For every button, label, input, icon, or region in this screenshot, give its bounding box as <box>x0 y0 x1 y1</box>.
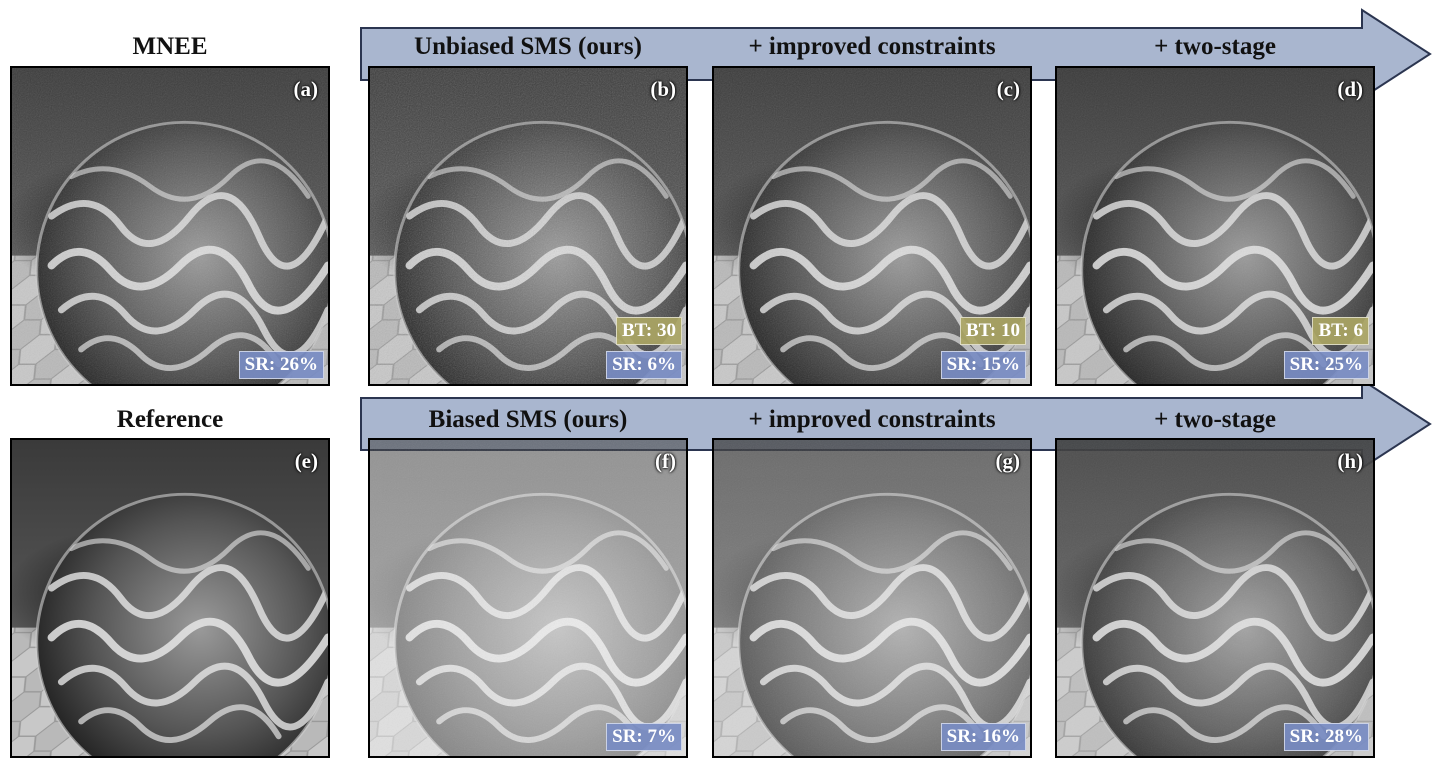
success-rate-badge: SR: 6% <box>606 351 682 379</box>
render-image <box>714 440 1030 756</box>
bt-badge: BT: 6 <box>1312 317 1369 345</box>
panel-b: (b) BT: 30 SR: 6% <box>368 66 688 386</box>
label-two-stage-top: + two-stage <box>1154 33 1276 60</box>
label-mnee: MNEE <box>132 33 208 60</box>
label-two-stage-bottom: + two-stage <box>1154 406 1276 433</box>
label-biased-sms: Biased SMS (ours) <box>428 406 628 433</box>
panel-d: (d) BT: 6 SR: 25% <box>1055 66 1375 386</box>
success-rate-badge: SR: 16% <box>940 723 1026 751</box>
panel-tag: (c) <box>996 77 1020 101</box>
panel-tag: (g) <box>995 449 1021 473</box>
panel-f: (f) SR: 7% <box>368 438 688 758</box>
panel-e: (e) <box>10 438 330 758</box>
label-reference: Reference <box>116 406 224 433</box>
render-image <box>12 440 328 756</box>
panel-tag: (d) <box>1337 77 1363 101</box>
panel-h: (h) SR: 28% <box>1055 438 1375 758</box>
render-image <box>12 68 328 384</box>
bt-badge: BT: 10 <box>959 317 1026 345</box>
panel-tag: (a) <box>293 77 319 101</box>
label-improved-constraints-bottom: + improved constraints <box>748 406 996 433</box>
panel-g: (g) SR: 16% <box>712 438 1032 758</box>
panel-tag: (f) <box>655 449 676 473</box>
success-rate-badge: SR: 25% <box>1283 351 1369 379</box>
panel-tag: (e) <box>294 449 318 473</box>
label-unbiased-sms: Unbiased SMS (ours) <box>414 33 642 60</box>
panel-tag: (b) <box>650 77 676 101</box>
success-rate-badge: SR: 26% <box>238 351 324 379</box>
render-image <box>1057 440 1373 756</box>
panel-c: (c) BT: 10 SR: 15% <box>712 66 1032 386</box>
panel-tag: (h) <box>1337 449 1363 473</box>
bt-badge: BT: 30 <box>615 317 682 345</box>
label-improved-constraints-top: + improved constraints <box>748 33 996 60</box>
success-rate-badge: SR: 15% <box>940 351 1026 379</box>
success-rate-badge: SR: 28% <box>1283 723 1369 751</box>
render-image <box>370 440 686 756</box>
success-rate-badge: SR: 7% <box>606 723 682 751</box>
panel-a: (a) SR: 26% <box>10 66 330 386</box>
